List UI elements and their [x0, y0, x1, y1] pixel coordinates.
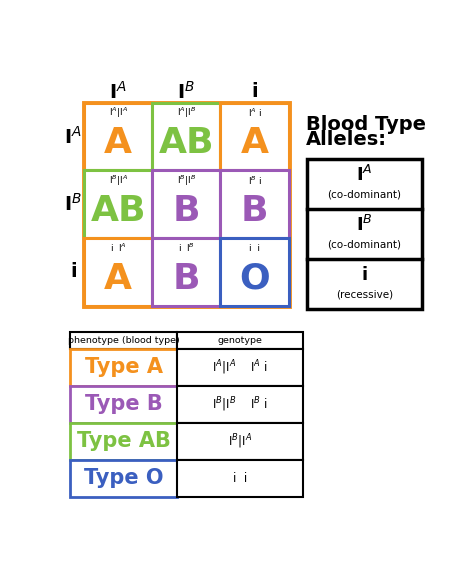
- Text: genotype: genotype: [218, 336, 262, 345]
- Text: I$^A$|I$^A$: I$^A$|I$^A$: [109, 105, 128, 120]
- Text: (co-dominant): (co-dominant): [328, 240, 401, 250]
- Bar: [70, 460, 177, 497]
- Text: i: i: [362, 266, 368, 284]
- Text: i  I$^B$: i I$^B$: [178, 242, 195, 254]
- Text: I$^B$: I$^B$: [356, 215, 373, 235]
- Text: I$^B$: I$^B$: [177, 81, 195, 103]
- Text: I$^B$|I$^B$    I$^B$ i: I$^B$|I$^B$ I$^B$ i: [212, 395, 268, 414]
- Text: I$^B$|I$^B$: I$^B$|I$^B$: [177, 173, 196, 188]
- Text: I$^A$ i: I$^A$ i: [247, 106, 262, 119]
- Text: Type B: Type B: [85, 394, 163, 414]
- Text: i  I$^A$: i I$^A$: [109, 242, 127, 254]
- Text: A: A: [104, 261, 132, 295]
- Text: A: A: [240, 126, 269, 160]
- Text: I$^B$ i: I$^B$ i: [247, 174, 262, 187]
- Bar: [177, 423, 302, 460]
- Bar: [220, 238, 289, 306]
- Text: Type O: Type O: [84, 469, 164, 488]
- Text: I$^A$|I$^A$    I$^A$ i: I$^A$|I$^A$ I$^A$ i: [212, 358, 268, 377]
- Text: A: A: [104, 126, 132, 160]
- Text: AB: AB: [91, 194, 146, 228]
- Text: B: B: [241, 194, 268, 228]
- Bar: [177, 332, 302, 349]
- Text: I$^A$: I$^A$: [109, 81, 127, 103]
- Text: Type AB: Type AB: [77, 431, 171, 452]
- Text: B: B: [173, 194, 200, 228]
- Bar: [177, 349, 302, 386]
- Bar: [152, 170, 220, 238]
- Text: i  i: i i: [233, 472, 247, 485]
- Text: i: i: [251, 82, 258, 101]
- Text: I$^A$|I$^B$: I$^A$|I$^B$: [177, 105, 196, 120]
- Text: I$^B$|I$^A$: I$^B$|I$^A$: [109, 173, 128, 188]
- Text: I$^B$|I$^A$: I$^B$|I$^A$: [228, 432, 252, 450]
- Bar: [307, 159, 422, 309]
- Bar: [220, 102, 289, 170]
- Text: Type A: Type A: [84, 357, 163, 377]
- Text: Blood Type: Blood Type: [306, 115, 426, 133]
- Text: i: i: [70, 263, 76, 281]
- Text: phenotype (blood type): phenotype (blood type): [68, 336, 180, 345]
- Text: (co-dominant): (co-dominant): [328, 190, 401, 200]
- Bar: [84, 102, 289, 306]
- Text: I$^A$: I$^A$: [356, 165, 373, 185]
- Bar: [70, 386, 177, 423]
- Bar: [84, 238, 152, 306]
- Bar: [84, 102, 152, 170]
- Bar: [70, 423, 177, 460]
- Bar: [177, 386, 302, 423]
- Bar: [152, 238, 220, 306]
- Text: I$^B$: I$^B$: [64, 193, 82, 215]
- Text: I$^A$: I$^A$: [64, 125, 82, 147]
- Text: (recessive): (recessive): [336, 290, 393, 300]
- Bar: [84, 170, 152, 238]
- Bar: [70, 349, 177, 386]
- Text: i  i: i i: [249, 243, 260, 253]
- Text: Alleles:: Alleles:: [306, 130, 387, 149]
- Text: O: O: [239, 261, 270, 295]
- Text: B: B: [173, 261, 200, 295]
- Bar: [220, 170, 289, 238]
- Bar: [177, 460, 302, 497]
- Bar: [152, 102, 220, 170]
- Text: AB: AB: [159, 126, 214, 160]
- Bar: [70, 332, 177, 349]
